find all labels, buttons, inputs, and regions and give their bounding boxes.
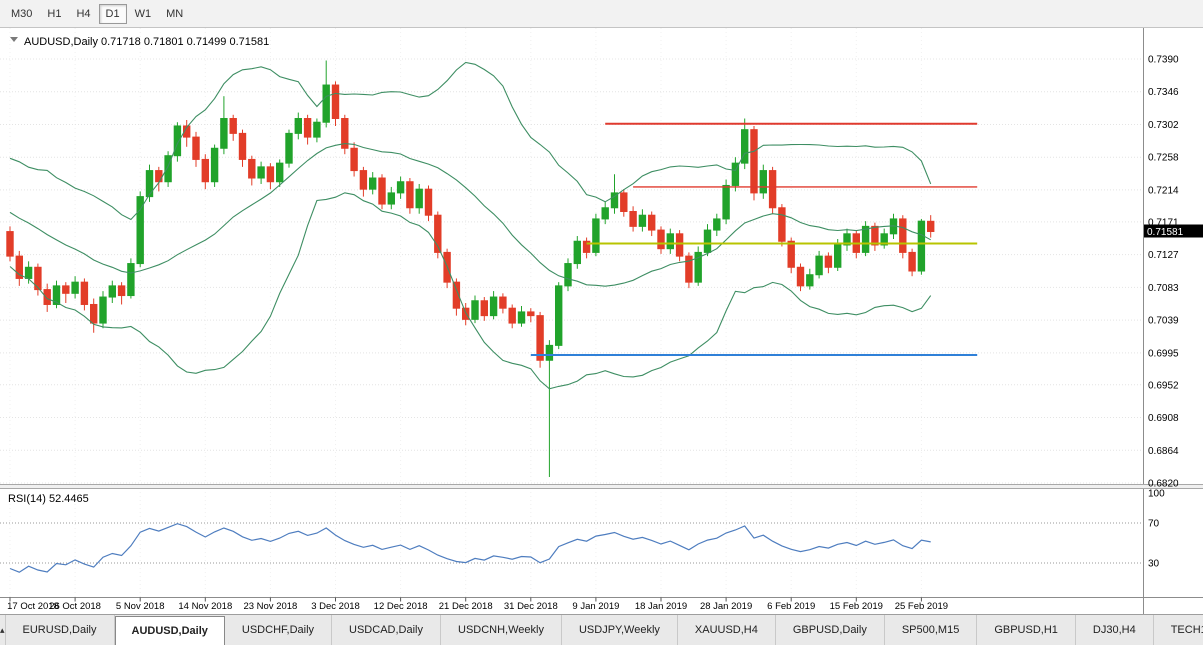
- date-label: 12 Dec 2018: [374, 601, 428, 612]
- date-label: 28 Jan 2019: [700, 601, 752, 612]
- date-label: 23 Nov 2018: [243, 601, 297, 612]
- price-tick-label: 0.7039: [1148, 316, 1179, 327]
- date-label: 9 Jan 2019: [572, 601, 619, 612]
- date-label: 15 Feb 2019: [830, 601, 883, 612]
- grid-layer: [0, 28, 1143, 597]
- price-tick-label: 0.7390: [1148, 55, 1179, 66]
- chart-tab-usdchf-daily[interactable]: USDCHF,Daily: [224, 615, 333, 645]
- price-tick-label: 0.7214: [1148, 185, 1179, 196]
- rsi-scale-label: 70: [1148, 519, 1160, 530]
- chart-tab-dj30-h4[interactable]: DJ30,H4: [1075, 615, 1154, 645]
- date-label: 5 Nov 2018: [116, 601, 165, 612]
- price-tick-label: 0.7083: [1148, 283, 1179, 294]
- price-tick-label: 0.7258: [1148, 153, 1179, 164]
- price-tick-label: 0.6995: [1148, 348, 1179, 359]
- chart-tab-audusd-daily[interactable]: AUDUSD,Daily: [114, 616, 225, 645]
- price-tick-label: 0.7302: [1148, 120, 1179, 131]
- price-tick-label: 0.6820: [1148, 479, 1179, 490]
- date-label: 31 Dec 2018: [504, 601, 558, 612]
- tab-scroll-up-icon[interactable]: ▴: [0, 615, 6, 645]
- chart-tab-sp500-m15[interactable]: SP500,M15: [884, 615, 978, 645]
- bollinger-bands: [9, 61, 932, 390]
- chart-tabbar: ▴ EURUSD,Daily AUDUSD,Daily USDCHF,Daily US…: [0, 614, 1203, 645]
- chart-dropdown-icon[interactable]: [10, 37, 18, 42]
- chart-tab-gbpusd-h1[interactable]: GBPUSD,H1: [977, 615, 1076, 645]
- price-tick-label: 0.6908: [1148, 413, 1179, 424]
- current-price-badge-label: 0.71581: [1147, 227, 1184, 238]
- tab-scroll-glyph: ▴: [0, 624, 5, 635]
- date-label: 6 Feb 2019: [767, 601, 815, 612]
- rsi-pane: [0, 522, 1143, 573]
- chart-tab-tech100-h4[interactable]: TECH100,H4: [1153, 615, 1203, 645]
- date-label: 26 Oct 2018: [49, 601, 101, 612]
- price-tick-label: 0.6952: [1148, 380, 1179, 391]
- chart-tab-usdcnh-weekly[interactable]: USDCNH,Weekly: [441, 615, 562, 645]
- date-label: 21 Dec 2018: [439, 601, 493, 612]
- timeframe-button-mn[interactable]: MN: [159, 4, 190, 24]
- price-tick-label: 0.7127: [1148, 250, 1179, 261]
- chart-overlay-texts: AUDUSD,Daily 0.71718 0.71801 0.71499 0.7…: [8, 36, 269, 505]
- chart-title-ohlc: AUDUSD,Daily 0.71718 0.71801 0.71499 0.7…: [24, 36, 269, 48]
- chart-tab-usdcad-daily[interactable]: USDCAD,Daily: [332, 615, 441, 645]
- chart-tab-xauusd-h4[interactable]: XAUUSD,H4: [677, 615, 776, 645]
- timeframe-button-h1[interactable]: H1: [40, 4, 68, 24]
- rsi-scale-label: 30: [1148, 559, 1160, 570]
- price-tick-label: 0.7171: [1148, 217, 1179, 228]
- rsi-indicator-label: RSI(14) 52.4465: [8, 493, 89, 505]
- pane-splitter[interactable]: [0, 484, 1203, 489]
- price-tick-label: 0.6864: [1148, 446, 1179, 457]
- timeframe-button-h4[interactable]: H4: [69, 4, 97, 24]
- rsi-scale-label: 100: [1148, 489, 1165, 500]
- date-label: 3 Dec 2018: [311, 601, 360, 612]
- price-scale[interactable]: [1144, 28, 1203, 614]
- price-tick-label: 0.7346: [1148, 87, 1179, 98]
- timeframe-button-d1[interactable]: D1: [98, 3, 127, 24]
- chart-tab-eurusd-daily[interactable]: EURUSD,Daily: [5, 615, 115, 645]
- date-label: 17 Oct 2018: [7, 601, 59, 612]
- chart-tab-gbpusd-daily[interactable]: GBPUSD,Daily: [775, 615, 885, 645]
- chart-tab-usdjpy-weekly[interactable]: USDJPY,Weekly: [561, 615, 678, 645]
- current-price-badge: [1144, 224, 1203, 238]
- timeframe-button-w1[interactable]: W1: [128, 4, 159, 24]
- date-label: 25 Feb 2019: [895, 601, 948, 612]
- timeframe-button-m30[interactable]: M30: [4, 4, 39, 24]
- timeframe-toolbar: M30 H1 H4 D1 W1 MN: [0, 0, 1203, 28]
- date-label: 14 Nov 2018: [178, 601, 232, 612]
- drawn-lines-layer: [530, 122, 978, 357]
- date-label: 18 Jan 2019: [635, 601, 687, 612]
